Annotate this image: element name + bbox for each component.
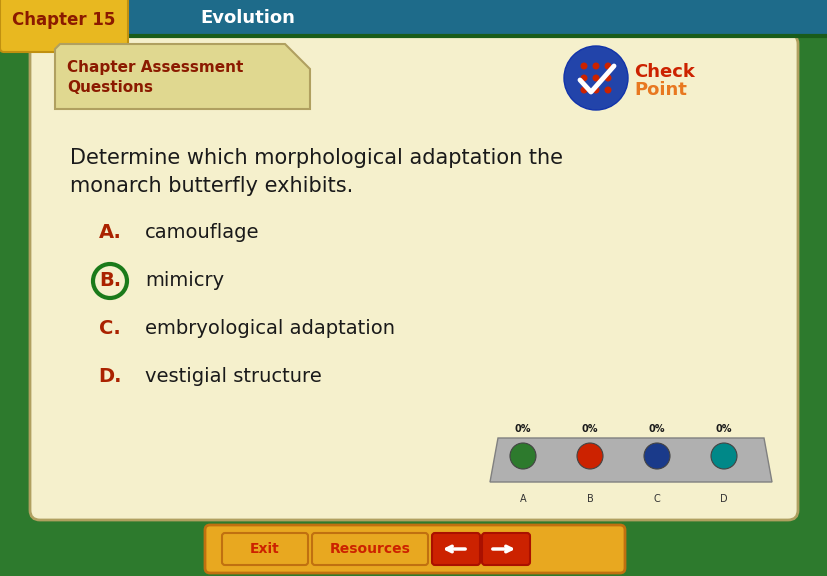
Circle shape [576,443,602,469]
Text: Chapter Assessment: Chapter Assessment [67,60,243,75]
Circle shape [592,63,599,70]
Circle shape [604,63,611,70]
Circle shape [592,86,599,93]
Text: Check: Check [633,63,694,81]
Text: 0%: 0% [648,424,664,434]
FancyBboxPatch shape [0,0,128,52]
Text: D.: D. [98,367,122,386]
Circle shape [604,86,611,93]
Text: B.: B. [98,271,121,290]
Circle shape [580,63,587,70]
Text: Exit: Exit [250,542,280,556]
FancyBboxPatch shape [222,533,308,565]
Text: Questions: Questions [67,80,153,95]
Text: 0%: 0% [514,424,531,434]
FancyBboxPatch shape [30,34,797,520]
Circle shape [563,46,627,110]
Text: mimicry: mimicry [145,271,224,290]
Text: A: A [519,494,526,504]
Text: embryological adaptation: embryological adaptation [145,320,394,339]
Text: vestigial structure: vestigial structure [145,367,322,386]
Text: 0%: 0% [715,424,731,434]
FancyBboxPatch shape [481,533,529,565]
Polygon shape [55,44,309,109]
Circle shape [604,74,611,81]
Circle shape [643,443,669,469]
Text: 0%: 0% [581,424,598,434]
Text: Resources: Resources [329,542,410,556]
Text: C.: C. [99,320,121,339]
Text: monarch butterfly exhibits.: monarch butterfly exhibits. [70,176,353,196]
Text: camouflage: camouflage [145,223,259,242]
Circle shape [592,74,599,81]
Circle shape [580,86,587,93]
Text: Determine which morphological adaptation the: Determine which morphological adaptation… [70,148,562,168]
Polygon shape [490,438,771,482]
Circle shape [580,74,587,81]
Text: A.: A. [98,223,122,242]
Text: Chapter 15: Chapter 15 [12,11,116,29]
Text: Point: Point [633,81,686,99]
FancyBboxPatch shape [312,533,428,565]
FancyBboxPatch shape [432,533,480,565]
Circle shape [710,443,736,469]
Text: D: D [719,494,727,504]
Text: Evolution: Evolution [200,9,294,27]
FancyBboxPatch shape [205,525,624,573]
Text: C: C [653,494,660,504]
Text: B: B [586,494,593,504]
FancyBboxPatch shape [0,0,827,36]
Circle shape [509,443,535,469]
